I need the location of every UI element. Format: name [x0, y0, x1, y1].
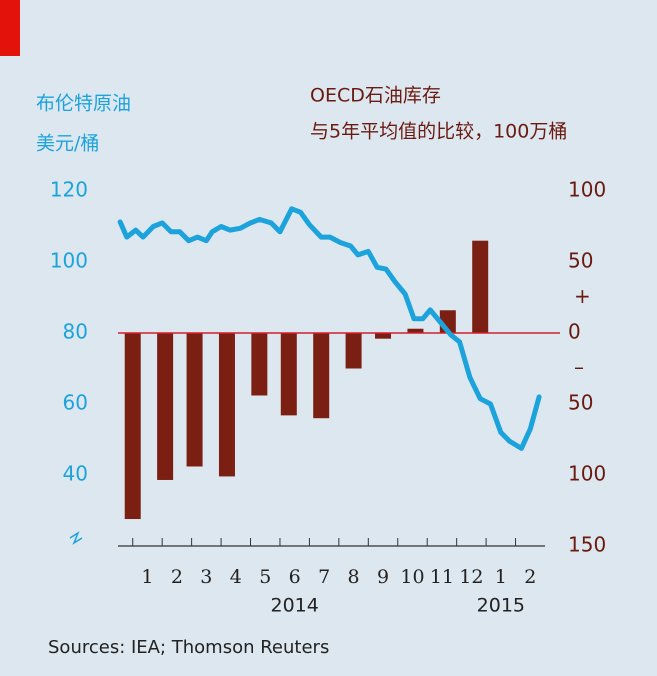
- y2-tick-label: 100: [568, 462, 606, 486]
- x-tick-label: 1: [495, 566, 507, 588]
- bar: [280, 333, 297, 416]
- y2-tick-label: 50: [568, 249, 593, 273]
- y-tick-label: 100: [50, 249, 88, 273]
- y2-sign: +: [574, 284, 591, 308]
- x-tick-label: 5: [259, 566, 271, 588]
- x-tick-label: 12: [459, 566, 483, 588]
- x-tick-label: 1: [141, 566, 153, 588]
- x-tick-label: 9: [377, 566, 389, 588]
- y2-tick-label: 50: [568, 391, 593, 415]
- y2-tick-label: 0: [568, 320, 581, 344]
- y2-label: OECD石油库存: [310, 85, 441, 107]
- bar: [313, 333, 330, 419]
- bar: [375, 333, 392, 339]
- bar: [407, 328, 424, 333]
- year-label: 2014: [271, 595, 319, 617]
- y2-tick-label: 100: [568, 178, 606, 202]
- axis-break: [69, 531, 83, 545]
- x-tick-label: 11: [430, 566, 454, 588]
- y-tick-label: 120: [50, 178, 88, 202]
- bar: [157, 333, 174, 480]
- y-tick-label: 80: [63, 320, 88, 344]
- x-tick-label: 4: [230, 566, 242, 588]
- year-label: 2015: [477, 595, 525, 617]
- y-tick-label: 40: [63, 462, 88, 486]
- x-tick-label: 2: [524, 566, 536, 588]
- x-tick-label: 2: [171, 566, 183, 588]
- y-label: 布伦特原油: [36, 93, 131, 115]
- bar: [124, 333, 141, 520]
- x-tick-label: 3: [200, 566, 212, 588]
- y-label: 美元/桶: [36, 133, 99, 155]
- x-tick-label: 10: [400, 566, 424, 588]
- x-tick-label: 8: [348, 566, 360, 588]
- y2-label: 与5年平均值的比较，100万桶: [310, 121, 567, 143]
- bar: [472, 240, 489, 333]
- bar: [218, 333, 235, 477]
- y-tick-label: 60: [63, 391, 88, 415]
- bar: [251, 333, 268, 396]
- bar: [345, 333, 362, 369]
- red-tag: [0, 0, 20, 56]
- source: Sources: IEA; Thomson Reuters: [48, 637, 329, 658]
- price-line: [117, 206, 542, 451]
- y2-sign: –: [574, 355, 584, 379]
- x-tick-label: 7: [318, 566, 330, 588]
- x-tick-label: 6: [289, 566, 301, 588]
- y2-tick-label: 150: [568, 533, 606, 557]
- bar: [186, 333, 203, 467]
